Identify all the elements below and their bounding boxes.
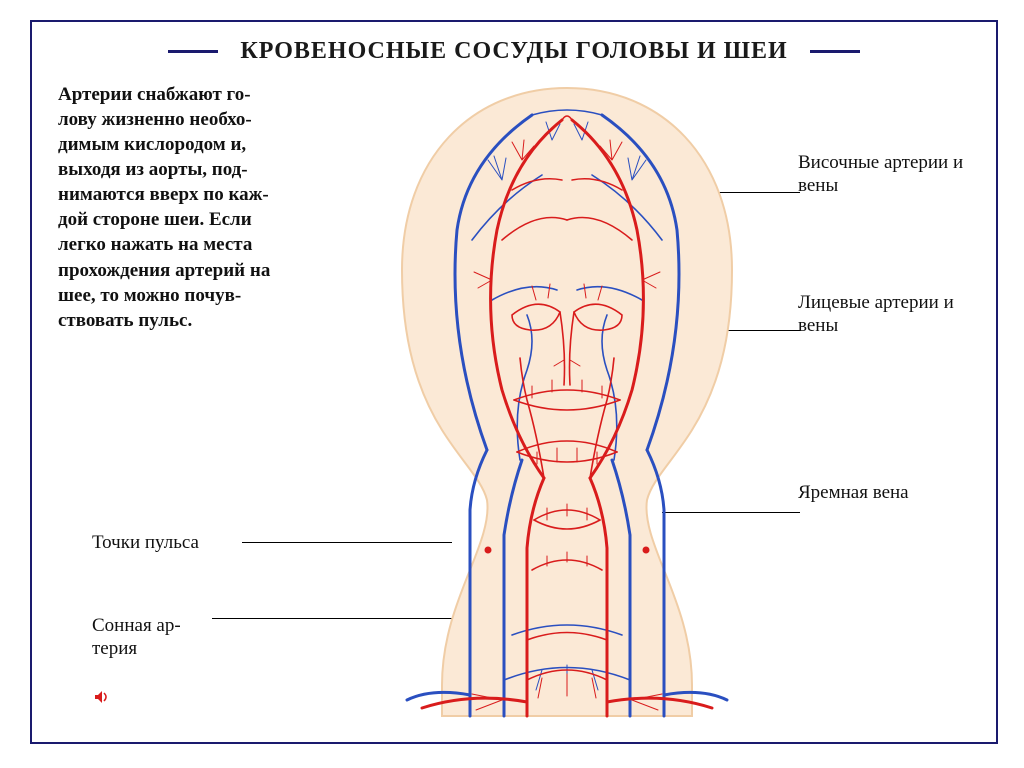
label-pulse: Точки пульса [92,532,199,555]
pulse-point-left [485,547,492,554]
title-bar: КРОВЕНОСНЫЕ СОСУДЫ ГОЛОВЫ И ШЕИ [32,38,996,65]
pulse-point-right [643,547,650,554]
label-temporal: Височные артерии и вены [798,152,968,198]
page-title: КРОВЕНОСНЫЕ СОСУДЫ ГОЛОВЫ И ШЕИ [240,38,787,65]
head-silhouette [402,88,732,716]
label-carotid-text: Сонная ар- терия [92,615,181,659]
intro-paragraph: Артерии снабжают го- лову жизненно необх… [58,82,348,333]
anatomy-figure [352,80,782,720]
label-jugular: Яремная вена [798,482,968,505]
title-dash-right [810,50,860,53]
sound-icon[interactable] [94,665,110,679]
label-facial: Лицевые артерии и вены [798,292,968,338]
title-dash-left [168,50,218,53]
label-carotid: Сонная ар- терия [92,592,242,683]
diagram-frame: КРОВЕНОСНЫЕ СОСУДЫ ГОЛОВЫ И ШЕИ Артерии … [30,20,998,744]
